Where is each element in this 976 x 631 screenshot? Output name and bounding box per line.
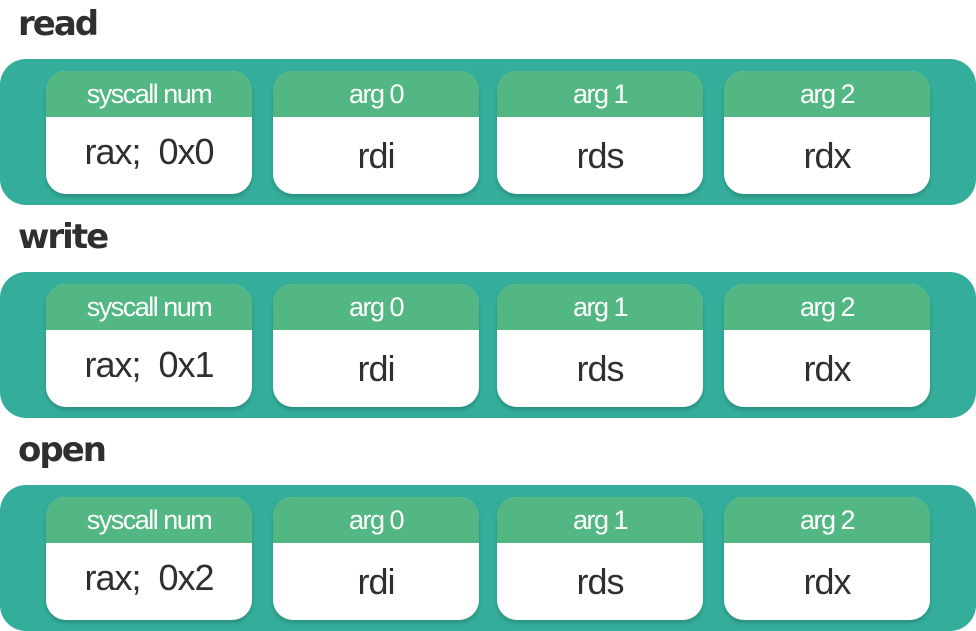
card-value: rdx [803,561,851,602]
card-value: rax; 0x1 [84,344,214,385]
register-band: syscall num rax; 0x2 arg 0 rdi arg 1 rds… [0,485,976,631]
card-value: rax; 0x2 [84,557,214,598]
card-value: rds [576,561,624,602]
card-header: arg 1 [497,497,703,543]
section-title: read [18,4,99,44]
syscall-num-card: syscall num rax; 0x1 [46,284,252,407]
card-header: arg 1 [497,71,703,117]
arg0-card: arg 0 rdi [273,497,479,620]
card-value: rax; 0x0 [84,131,214,172]
card-header: syscall num [46,71,252,117]
syscall-num-card: syscall num rax; 0x0 [46,71,252,194]
arg2-card: arg 2 rdx [724,284,930,407]
card-header: arg 0 [273,284,479,330]
card-header: syscall num [46,284,252,330]
card-value: rdi [357,135,395,176]
card-value: rdi [357,348,395,389]
arg1-card: arg 1 rds [497,71,703,194]
card-header: arg 2 [724,284,930,330]
syscall-num-card: syscall num rax; 0x2 [46,497,252,620]
arg0-card: arg 0 rdi [273,71,479,194]
section-title: open [18,430,107,470]
section-title: write [18,217,109,257]
card-header: syscall num [46,497,252,543]
card-value: rdi [357,561,395,602]
arg2-card: arg 2 rdx [724,497,930,620]
card-header: arg 0 [273,71,479,117]
register-band: syscall num rax; 0x1 arg 0 rdi arg 1 rds… [0,272,976,418]
card-header: arg 2 [724,71,930,117]
card-value: rdx [803,135,851,176]
arg2-card: arg 2 rdx [724,71,930,194]
card-header: arg 1 [497,284,703,330]
arg1-card: arg 1 rds [497,284,703,407]
card-value: rds [576,348,624,389]
card-value: rds [576,135,624,176]
register-band: syscall num rax; 0x0 arg 0 rdi arg 1 rds… [0,59,976,205]
card-header: arg 0 [273,497,479,543]
card-header: arg 2 [724,497,930,543]
card-value: rdx [803,348,851,389]
arg0-card: arg 0 rdi [273,284,479,407]
arg1-card: arg 1 rds [497,497,703,620]
